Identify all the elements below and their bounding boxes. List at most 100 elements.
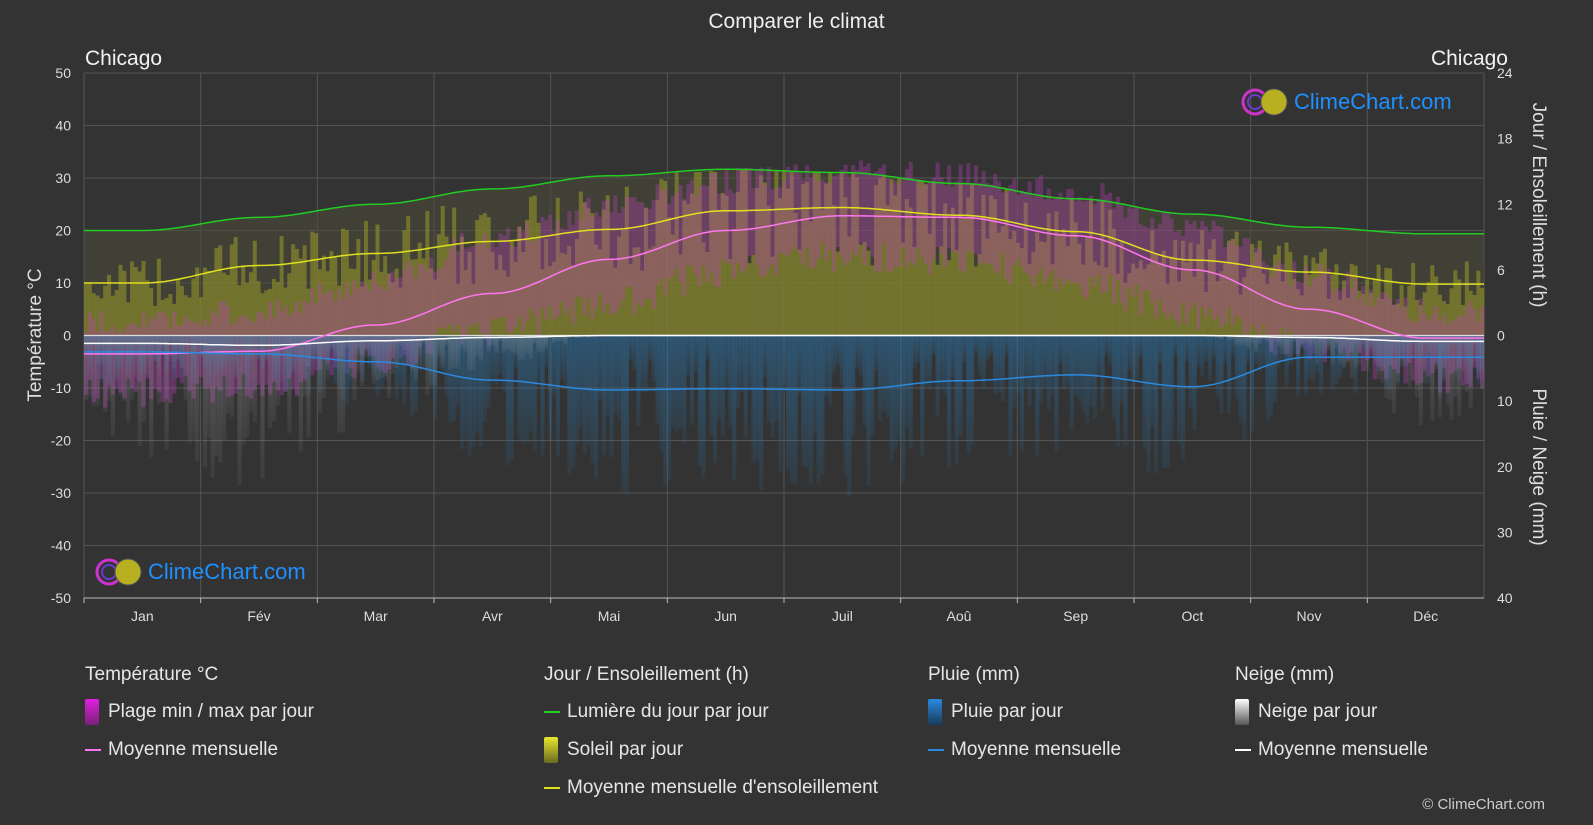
climate-chart: 50 40 30 20 10 0 -10 -20 -30 -40 -50 24 18 12 6 0 10 20 30… bbox=[51, 65, 1513, 624]
temp-range-bar bbox=[1380, 292, 1385, 372]
snow-bar bbox=[525, 335, 530, 355]
rain-bar bbox=[732, 335, 737, 480]
temp-range-bar bbox=[379, 286, 384, 371]
snow-bar bbox=[1219, 335, 1224, 340]
temp-range-bar bbox=[398, 277, 403, 359]
sunshine-bar bbox=[670, 234, 675, 336]
legend-sun-mean: Moyenne mensuelle d'ensoleillement bbox=[544, 776, 878, 800]
snow-bar bbox=[459, 335, 465, 349]
sunshine-bar bbox=[797, 249, 802, 336]
legend-temp-mean-label: Moyenne mensuelle bbox=[108, 739, 279, 760]
sunshine-bar bbox=[149, 287, 154, 336]
sunshine-bar bbox=[889, 179, 894, 336]
sunshine-bar bbox=[1165, 283, 1170, 336]
temp-range-bar bbox=[977, 182, 982, 264]
temp-range-bar bbox=[762, 185, 768, 277]
rain-bar bbox=[697, 335, 702, 466]
daylight-bar bbox=[747, 169, 752, 336]
legend-sun: Jour / Ensoleillement (h) Lumière du jou… bbox=[544, 664, 878, 814]
temp-range-bar bbox=[931, 177, 936, 260]
sunshine-bar bbox=[831, 204, 837, 336]
temp-range-bar bbox=[797, 172, 802, 254]
sunshine-bar bbox=[920, 180, 925, 336]
rain-bar bbox=[977, 335, 982, 376]
rain-bar bbox=[1000, 335, 1005, 402]
snow-bar bbox=[321, 335, 326, 399]
temp-range-bar bbox=[436, 269, 442, 329]
temp-range-bar bbox=[555, 219, 560, 317]
sunshine-bar bbox=[172, 303, 177, 336]
sunshine-bar bbox=[1476, 270, 1481, 336]
temp-range-bar bbox=[1257, 249, 1262, 344]
temp-range-bar bbox=[475, 244, 480, 323]
temp-range-bar bbox=[371, 272, 376, 356]
snow-bar bbox=[141, 335, 146, 422]
temp-range-bar bbox=[1265, 264, 1270, 342]
sunshine-bar bbox=[881, 176, 886, 336]
rain-bar bbox=[966, 335, 971, 454]
sunshine-bar bbox=[486, 217, 491, 336]
rain-bar bbox=[448, 335, 453, 424]
sunshine-bar bbox=[367, 279, 372, 336]
sunshine-bar bbox=[678, 254, 683, 336]
rain-bar bbox=[1184, 335, 1189, 362]
sunshine-bar bbox=[571, 265, 576, 336]
temp-range-bar bbox=[1365, 305, 1370, 361]
sunshine-bar bbox=[1073, 222, 1078, 336]
snow-bar bbox=[417, 335, 422, 371]
temp-range-bar bbox=[835, 175, 840, 248]
temp-range-bar bbox=[578, 219, 583, 298]
temp-range-bar bbox=[678, 185, 683, 283]
snow-bar bbox=[1246, 335, 1251, 349]
temp-range-bar bbox=[390, 271, 395, 359]
daylight-bar bbox=[160, 229, 165, 336]
snow-bar bbox=[294, 335, 300, 395]
legend-daylight-label: Lumière du jour par jour bbox=[567, 701, 769, 722]
sunshine-bar bbox=[1265, 284, 1270, 336]
month-tick-label: Oct bbox=[1181, 608, 1203, 624]
temp-range-bar bbox=[1173, 232, 1178, 321]
rain-bar bbox=[1250, 335, 1255, 433]
snow-bar bbox=[1265, 335, 1270, 341]
daylight-bar bbox=[1326, 227, 1331, 336]
sunshine-bar bbox=[1119, 242, 1124, 336]
snow-bar bbox=[91, 335, 96, 407]
temp-range-bar bbox=[839, 169, 844, 258]
temp-range-bar bbox=[943, 185, 948, 267]
daylight-bar bbox=[1192, 214, 1197, 336]
rain-bar bbox=[1311, 335, 1316, 383]
rain-bar bbox=[1085, 335, 1090, 424]
logo-bottom: ClimeChart.com bbox=[94, 556, 306, 588]
sunshine-bar bbox=[352, 269, 357, 336]
snow-bar bbox=[1395, 335, 1400, 382]
rain-bar bbox=[808, 335, 814, 486]
sunshine-bar bbox=[1273, 254, 1278, 336]
snow-bar bbox=[498, 335, 503, 342]
daylight-bar bbox=[540, 183, 545, 336]
rain-bar bbox=[544, 335, 549, 368]
left-tick-label: -10 bbox=[51, 380, 71, 396]
legend-daylight: Lumière du jour par jour bbox=[544, 700, 878, 724]
temp-range-bar bbox=[985, 182, 990, 265]
sunshine-bar bbox=[1150, 230, 1155, 336]
snow-bar bbox=[444, 335, 449, 346]
rain-bar bbox=[797, 335, 802, 395]
rain-bar bbox=[655, 335, 660, 425]
daylight-bar bbox=[613, 175, 618, 336]
temp-range-bar bbox=[387, 273, 392, 370]
rain-bar bbox=[563, 335, 568, 387]
sunshine-bar bbox=[471, 284, 476, 336]
rain-bar bbox=[1204, 335, 1209, 363]
temp-range-bar bbox=[471, 245, 476, 327]
sunshine-bar bbox=[337, 285, 342, 336]
sunshine-bar bbox=[1257, 240, 1262, 336]
temp-range-bar bbox=[367, 290, 372, 357]
temp-range-bar bbox=[168, 329, 173, 403]
sunshine-bar bbox=[1131, 263, 1136, 336]
sunshine-bar bbox=[1319, 252, 1324, 336]
temp-range-bar bbox=[540, 217, 545, 309]
sunshine-bar bbox=[1138, 260, 1143, 336]
sunshine-bar bbox=[640, 270, 645, 336]
sunshine-bar bbox=[1449, 288, 1454, 336]
snow-bar bbox=[1322, 335, 1328, 354]
